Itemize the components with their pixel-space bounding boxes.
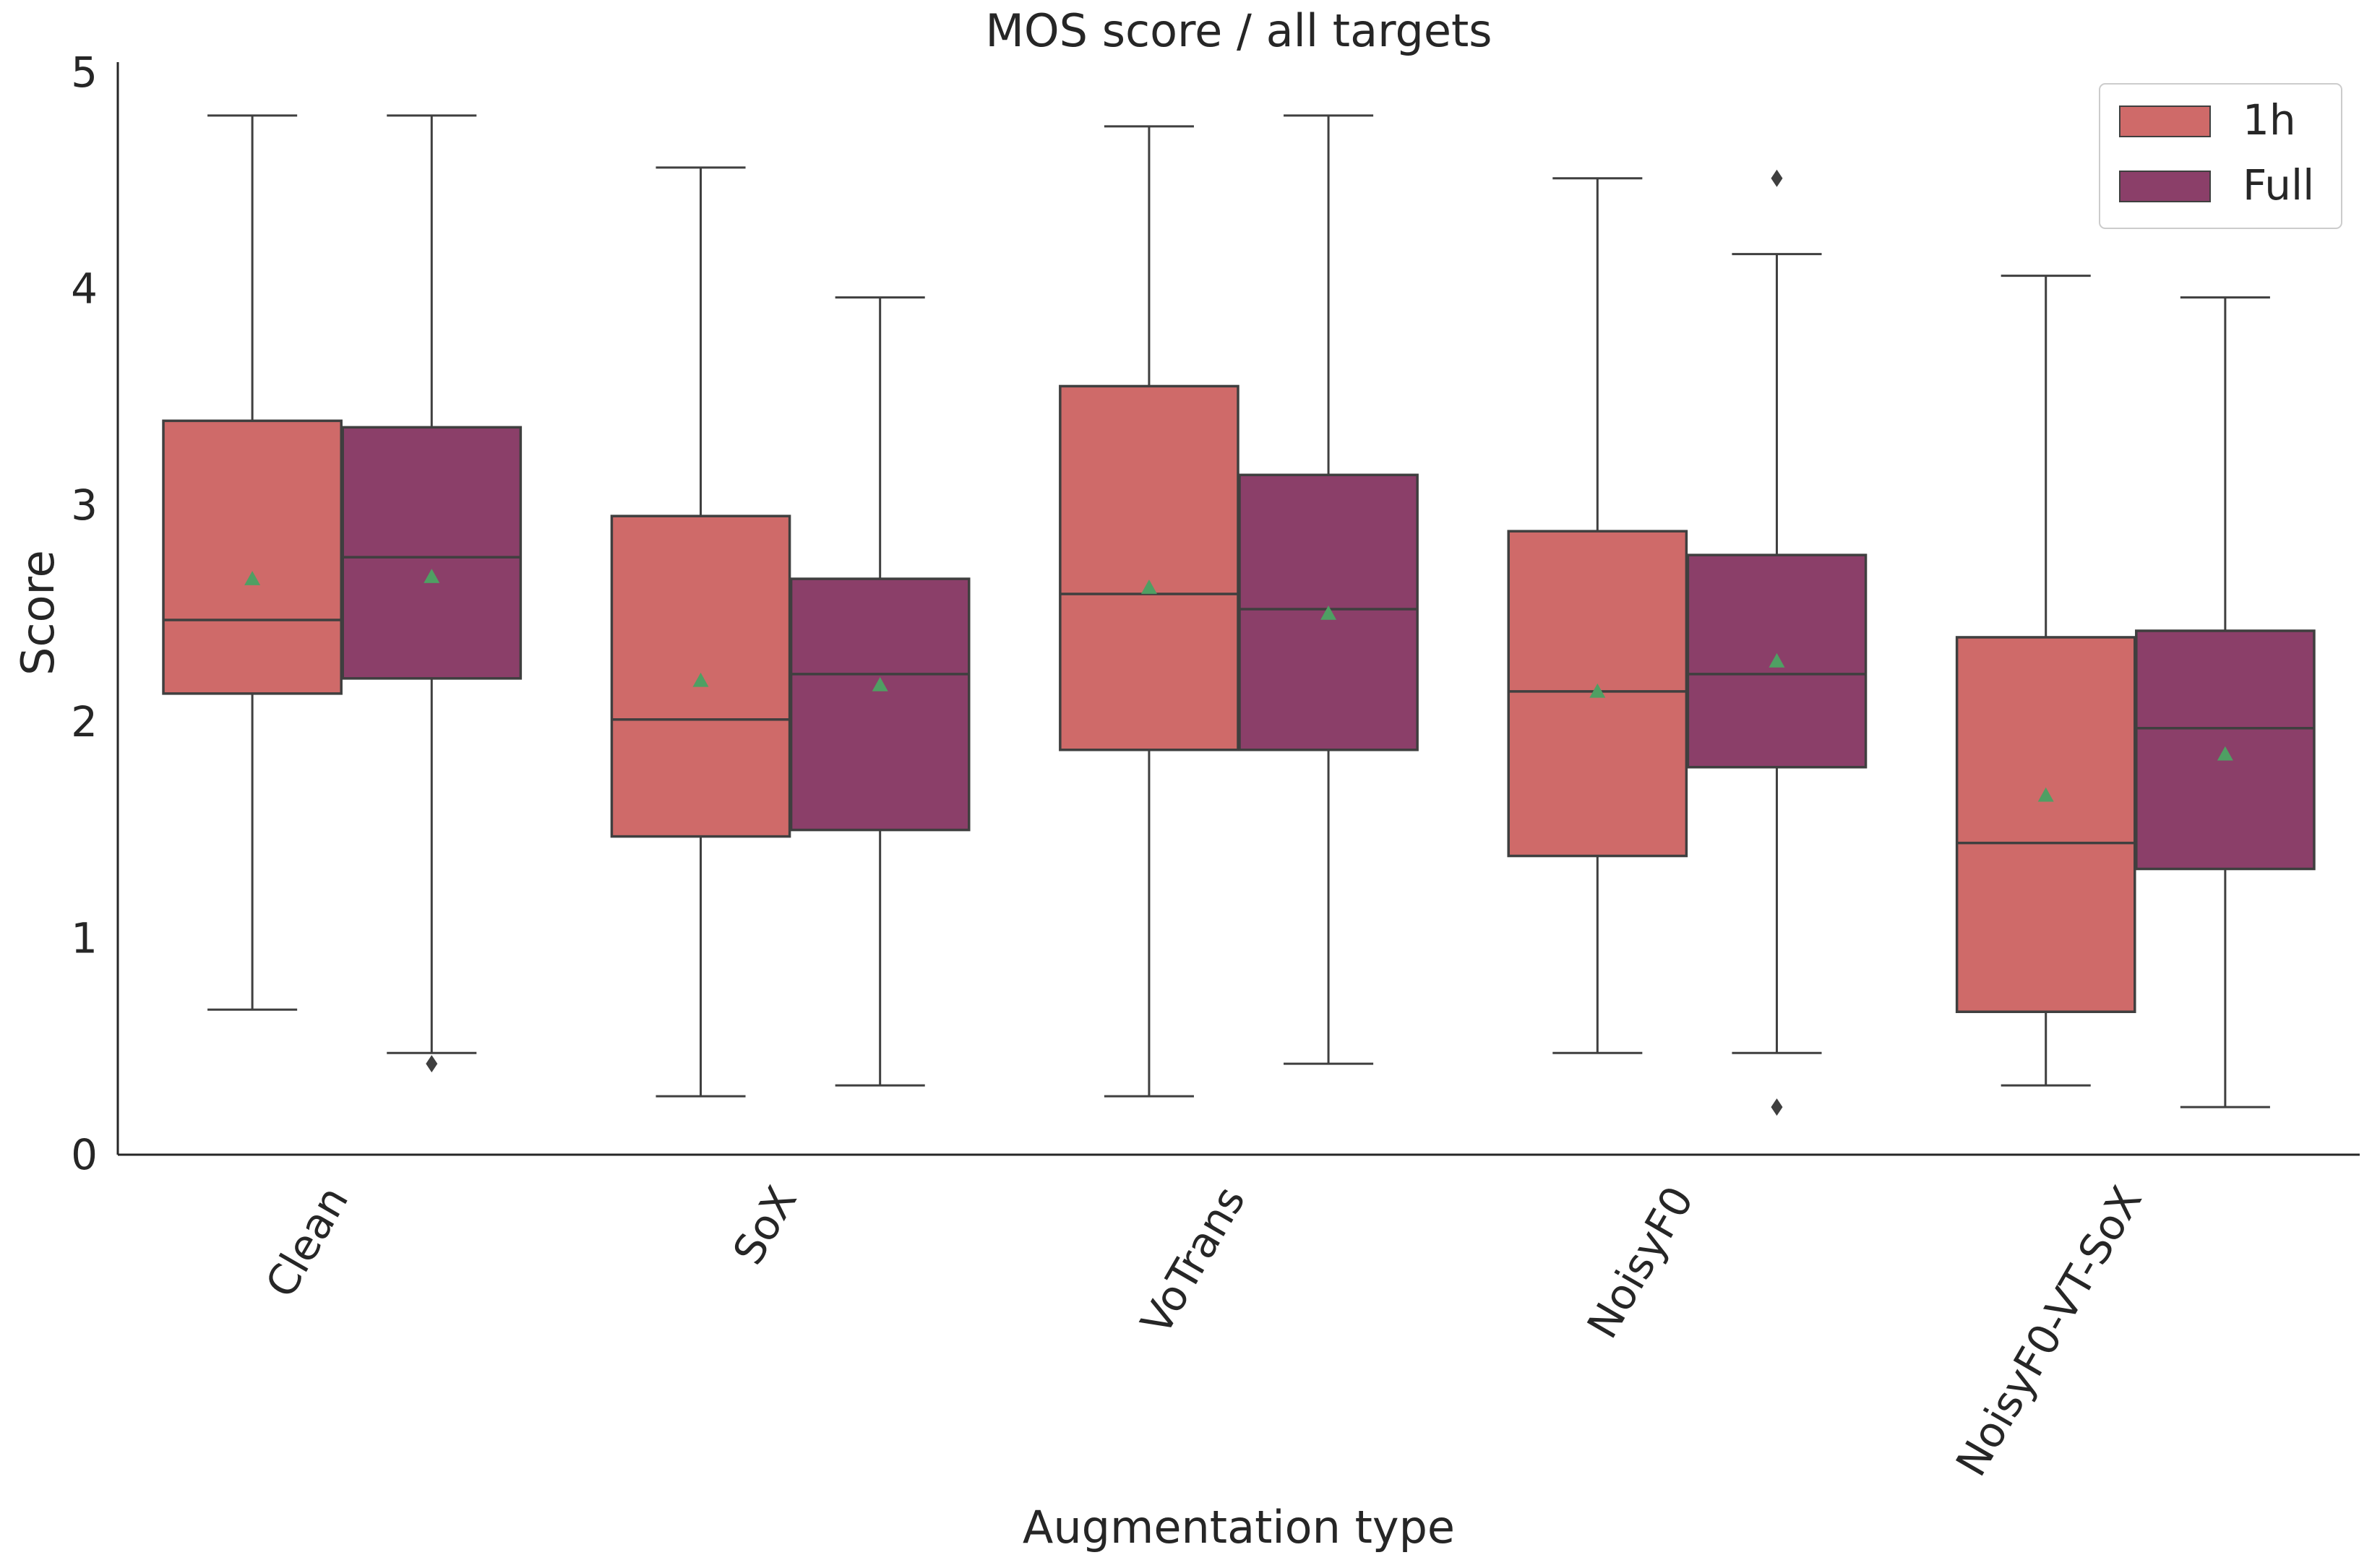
y-tick-label: 3 bbox=[71, 481, 98, 530]
box-NoisyF0-VT-SoX-Full bbox=[2135, 296, 2316, 1108]
legend: 1h Full bbox=[2099, 83, 2342, 229]
mean-marker bbox=[1589, 683, 1606, 698]
legend-swatch-full bbox=[2119, 171, 2211, 202]
mean-marker bbox=[872, 676, 888, 692]
box-NoisyF0-Full bbox=[1686, 169, 1868, 1116]
outlier-point bbox=[1771, 1098, 1783, 1116]
mean-marker bbox=[2037, 787, 2054, 802]
x-tick-label: Clean bbox=[256, 1178, 358, 1306]
box-NoisyF0-VT-SoX-1h bbox=[1955, 275, 2136, 1087]
box bbox=[1059, 384, 1239, 751]
x-tick-label: VoTrans bbox=[1131, 1178, 1255, 1343]
box bbox=[162, 419, 343, 695]
box-VoTrans-Full bbox=[1238, 114, 1419, 1065]
box-Clean-Full bbox=[341, 114, 523, 1073]
chart-title: MOS score / all targets bbox=[985, 4, 1492, 57]
legend-swatch-1h bbox=[2119, 105, 2211, 137]
box-VoTrans-1h bbox=[1059, 125, 1239, 1098]
x-tick-label: NoisyF0-VT-SoX bbox=[1946, 1178, 2152, 1484]
y-axis-label: Score bbox=[12, 550, 64, 676]
y-tick-label: 4 bbox=[71, 264, 98, 314]
y-tick-label: 2 bbox=[71, 697, 98, 746]
box bbox=[1507, 530, 1688, 858]
x-tick-label: NoisyF0 bbox=[1578, 1178, 1703, 1346]
box-groups bbox=[162, 114, 2316, 1116]
mean-marker bbox=[2217, 746, 2233, 761]
y-tick-label: 5 bbox=[71, 48, 98, 97]
mean-marker bbox=[1140, 580, 1157, 594]
x-tick-labels: Clean SoX VoTrans NoisyF0 NoisyF0-VT-SoX bbox=[256, 1178, 2152, 1484]
y-tick-label: 0 bbox=[71, 1130, 98, 1179]
outlier-point bbox=[426, 1055, 438, 1073]
y-tick-labels: 0 1 2 3 4 5 bbox=[71, 48, 98, 1179]
box bbox=[1955, 636, 2136, 1014]
x-axis-label: Augmentation type bbox=[1023, 1501, 1455, 1554]
box-Clean-1h bbox=[162, 114, 343, 1011]
box-SoX-1h bbox=[610, 166, 791, 1098]
mean-marker bbox=[244, 571, 261, 585]
box-SoX-Full bbox=[789, 296, 971, 1087]
box bbox=[789, 577, 971, 832]
x-tick-label: SoX bbox=[723, 1178, 807, 1272]
mean-marker bbox=[1769, 652, 1785, 668]
box bbox=[341, 426, 523, 680]
box-NoisyF0-1h bbox=[1507, 177, 1688, 1054]
legend-label-1h: 1h bbox=[2243, 95, 2296, 145]
mean-marker bbox=[692, 672, 709, 687]
legend-label-full: Full bbox=[2243, 160, 2314, 210]
outlier-point bbox=[1771, 169, 1783, 187]
y-tick-label: 1 bbox=[71, 913, 98, 962]
mean-marker bbox=[424, 569, 440, 583]
mean-marker bbox=[1320, 606, 1337, 620]
